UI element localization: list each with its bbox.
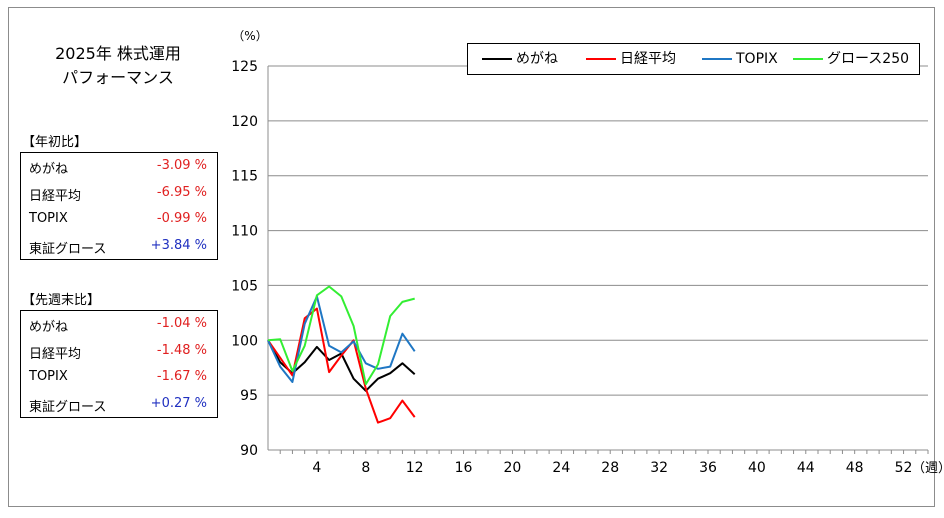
x-tick-label: 20 [504, 460, 522, 476]
x-tick-label: 8 [361, 460, 370, 476]
x-tick-label: 24 [552, 460, 570, 476]
series-line-1 [267, 307, 416, 424]
ytd-row-value: -0.99 % [156, 211, 207, 226]
legend-item-nikkei: 日経平均 [586, 44, 676, 74]
x-tick-label: 52 [895, 460, 913, 476]
title-line-2: パフォーマンス [62, 68, 174, 87]
x-tick-label: 36 [699, 460, 717, 476]
x-tick-label: 32 [650, 460, 668, 476]
wow-row-nikkei: 日経平均 -1.48 % [21, 338, 217, 365]
wow-row-megane: めがね -1.04 % [21, 311, 217, 338]
ytd-row-name: TOPIX [29, 211, 68, 226]
legend-item-megane: めがね [482, 44, 558, 74]
y-tick-label: 115 [231, 169, 258, 185]
y-tick-label: 125 [231, 59, 258, 75]
x-axis-unit: （週） [912, 461, 944, 476]
legend-label: TOPIX [736, 51, 778, 67]
wow-row-topix: TOPIX -1.67 % [21, 364, 217, 391]
ytd-row-topix: TOPIX -0.99 % [21, 206, 217, 233]
legend-swatch [586, 58, 616, 60]
legend-label: 日経平均 [620, 51, 676, 67]
title-line-1: 2025年 株式運用 [55, 44, 181, 63]
wow-row-value: -1.67 % [156, 369, 207, 384]
wow-row-name: 日経平均 [29, 346, 82, 362]
wow-row-name: 東証グロース [29, 399, 107, 415]
wow-row-value: +0.27 % [150, 395, 207, 411]
y-tick-label: 110 [231, 224, 258, 240]
ytd-row-growth: 東証グロース +3.84 % [21, 233, 217, 260]
x-tick-label: 12 [406, 460, 424, 476]
y-tick-label: 105 [231, 278, 258, 294]
y-tick-label: 90 [240, 443, 258, 459]
legend-item-growth: グロース250 [793, 44, 909, 74]
ytd-row-megane: めがね -3.09 % [21, 153, 217, 180]
x-tick-label: 44 [797, 460, 815, 476]
legend-swatch [482, 58, 512, 60]
x-tick-label: 28 [601, 460, 619, 476]
x-tick-label: 40 [748, 460, 766, 476]
y-tick-label: 95 [240, 388, 258, 404]
legend-swatch [793, 58, 823, 60]
x-tick-label: 16 [455, 460, 473, 476]
ytd-row-value: -6.95 % [156, 184, 207, 200]
y-axis-unit: （%） [232, 29, 267, 43]
y-tick-label: 120 [231, 114, 258, 130]
chart-title: 2025年 株式運用 パフォーマンス [18, 42, 218, 90]
ytd-table: めがね -3.09 % 日経平均 -6.95 % TOPIX -0.99 % 東… [20, 152, 218, 260]
ytd-row-name: 日経平均 [29, 188, 82, 204]
series-line-2 [267, 295, 416, 383]
ytd-row-value: +3.84 % [150, 237, 207, 253]
wow-row-name: TOPIX [29, 369, 68, 384]
wow-row-value: -1.04 % [156, 316, 207, 331]
legend-label: めがね [516, 51, 558, 67]
legend-swatch [702, 58, 732, 60]
x-tick-label: 48 [846, 460, 864, 476]
chart-legend: めがね 日経平均 TOPIX グロース250 [467, 43, 920, 75]
ytd-label: 【年初比】 [22, 135, 88, 150]
ytd-row-name: めがね [29, 162, 69, 177]
wow-row-value: -1.48 % [156, 342, 207, 358]
wow-row-growth: 東証グロース +0.27 % [21, 391, 217, 418]
legend-item-topix: TOPIX [702, 44, 778, 74]
wow-table: めがね -1.04 % 日経平均 -1.48 % TOPIX -1.67 % 東… [20, 310, 218, 418]
ytd-row-nikkei: 日経平均 -6.95 % [21, 180, 217, 207]
ytd-row-value: -3.09 % [156, 158, 207, 173]
legend-label: グロース250 [827, 51, 910, 67]
wow-row-name: めがね [29, 320, 69, 335]
y-tick-label: 100 [231, 333, 258, 349]
ytd-row-name: 東証グロース [29, 241, 107, 257]
series-line-3 [267, 285, 415, 386]
wow-label: 【先週末比】 [22, 293, 101, 308]
x-tick-label: 4 [312, 460, 321, 476]
